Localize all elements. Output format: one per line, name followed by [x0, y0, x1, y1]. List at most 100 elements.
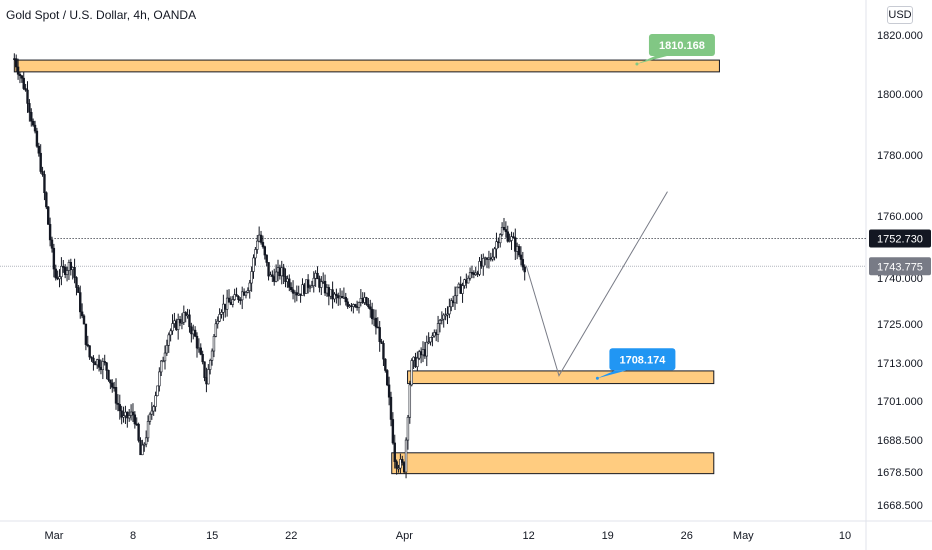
candle-body — [75, 277, 78, 288]
candle-body — [293, 292, 297, 294]
candle-body — [354, 304, 357, 307]
candle-body — [291, 289, 295, 294]
candle-body — [342, 296, 346, 299]
candle-body — [391, 419, 395, 444]
candle-body — [491, 256, 494, 260]
candle-body — [399, 459, 402, 469]
candle-body — [502, 226, 506, 230]
candle-body — [286, 278, 289, 282]
candle-body — [451, 300, 455, 304]
candle-body — [312, 277, 315, 287]
candle-body — [92, 357, 95, 363]
candle-body — [370, 308, 374, 320]
candle-body — [470, 272, 474, 274]
candle-body — [218, 314, 221, 322]
y-tick-label: 1701.000 — [877, 396, 923, 408]
candle-body — [446, 313, 449, 316]
y-tick-label: 1688.500 — [877, 435, 923, 447]
candle-body — [205, 377, 208, 385]
candle-body — [321, 280, 325, 283]
x-tick-label: 22 — [285, 530, 297, 542]
candle-body — [22, 77, 25, 89]
callout-pointer — [597, 370, 628, 379]
candle-body — [67, 262, 71, 271]
candle-body — [455, 286, 459, 297]
candle-body — [436, 323, 440, 335]
candle-body — [350, 305, 353, 307]
candle-body — [378, 327, 381, 342]
candle-body — [514, 237, 517, 252]
candle-body — [386, 370, 389, 386]
y-tick-label: 1800.000 — [877, 89, 923, 101]
candle-body — [171, 323, 174, 332]
candle-body — [295, 292, 299, 296]
candle-body — [376, 326, 380, 329]
chart-title: Gold Spot / U.S. Dollar, 4h, OANDA — [6, 8, 197, 22]
candle-body — [393, 442, 396, 462]
candle-body — [252, 257, 255, 272]
candle-body — [54, 268, 57, 279]
y-tick-label: 1713.000 — [877, 358, 923, 370]
zone-support-1708 — [407, 370, 715, 385]
candle-body — [111, 382, 114, 388]
candle-body — [257, 234, 261, 242]
currency-button[interactable]: USD — [887, 6, 913, 24]
candle-body — [250, 271, 253, 284]
candle-body — [28, 103, 31, 113]
candle-body — [515, 246, 519, 252]
candle-body — [229, 301, 233, 305]
candle-body — [282, 267, 285, 277]
candle-body — [382, 343, 385, 360]
candle-body — [203, 361, 206, 378]
candle-body — [265, 254, 268, 263]
candle-body — [438, 319, 442, 324]
candle-body — [152, 406, 155, 412]
candle-body — [16, 66, 20, 75]
candle-body — [63, 267, 67, 275]
candle-body — [450, 300, 453, 308]
candle-body — [442, 314, 445, 320]
candle-body — [427, 341, 430, 344]
candle-body — [493, 248, 496, 258]
candle-body — [474, 272, 477, 275]
candle-body — [178, 319, 182, 324]
candle-body — [412, 356, 415, 361]
candle-body — [519, 254, 523, 260]
candle-body — [116, 402, 120, 405]
candle-body — [225, 297, 229, 310]
callout-box — [648, 34, 715, 57]
candle-body — [224, 303, 227, 310]
candle-body — [180, 321, 184, 324]
candle-body — [433, 332, 436, 337]
callout-box — [609, 348, 676, 371]
candle-body — [485, 257, 489, 260]
candle-body — [120, 410, 123, 418]
candle-body — [280, 267, 283, 277]
candle-body — [337, 295, 340, 299]
candle-body — [118, 404, 121, 412]
candle-body — [26, 89, 29, 104]
candle-body — [154, 395, 157, 407]
candle-body — [192, 329, 195, 335]
candle-body — [173, 320, 176, 324]
candle-body — [418, 351, 421, 359]
candle-body — [144, 437, 148, 445]
candle-body — [156, 385, 159, 397]
candle-body — [18, 74, 22, 77]
candle-body — [52, 247, 56, 270]
candle-body — [487, 257, 491, 260]
x-tick-label: 26 — [681, 530, 693, 542]
candle-body — [261, 242, 265, 247]
candle-body — [248, 282, 251, 291]
candle-body — [318, 278, 321, 288]
zone-resistance-1810 — [13, 59, 720, 73]
candle-body — [297, 293, 300, 296]
candle-body — [126, 411, 129, 419]
candle-body — [129, 411, 133, 416]
candle-body — [146, 421, 150, 439]
candle-body — [220, 311, 223, 315]
candle-body — [480, 261, 483, 267]
candle-body — [31, 120, 35, 126]
candle-body — [227, 297, 231, 303]
candle-body — [346, 301, 349, 307]
